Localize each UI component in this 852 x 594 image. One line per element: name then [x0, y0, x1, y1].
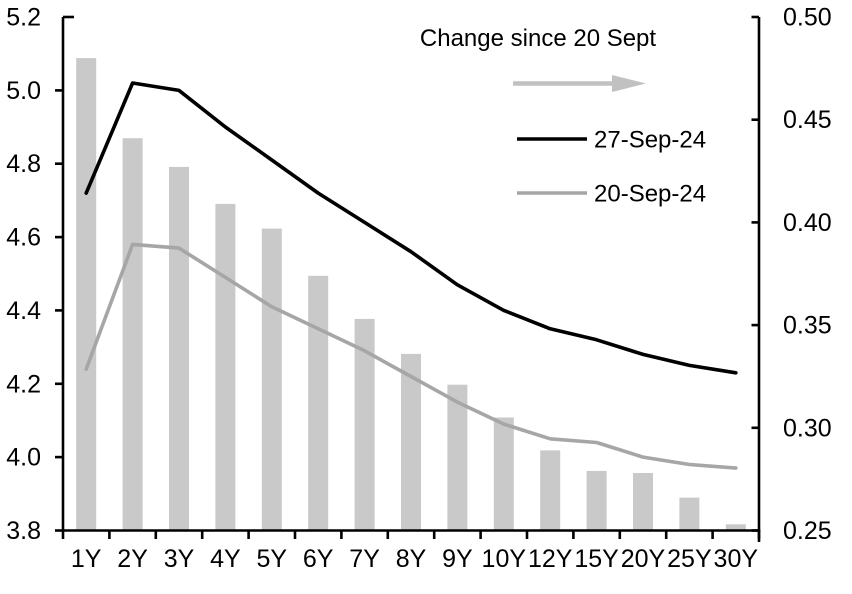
bar-change-2Y — [122, 138, 143, 531]
bar-change-8Y — [401, 353, 421, 531]
x-axis-label: 7Y — [349, 545, 380, 573]
line-27-sep-24 — [84, 81, 738, 375]
bar-change-3Y — [169, 166, 189, 531]
bar-change-5Y — [261, 228, 282, 531]
x-axis-label: 4Y — [210, 545, 241, 573]
x-axis-label: 5Y — [257, 545, 288, 573]
left-axis-tick-label: 5.2 — [6, 4, 41, 32]
legend-label-20-sep-24: 20-Sep-24 — [594, 181, 706, 208]
legend-title: Change since 20 Sept — [420, 25, 657, 52]
right-arrow-icon — [612, 75, 646, 92]
right-axis-tick-label: 0.25 — [783, 517, 832, 545]
x-axis-label: 9Y — [442, 545, 473, 573]
x-axis-label: 20Y — [621, 545, 666, 573]
bar-change-10Y — [493, 417, 514, 531]
left-axis-tick-label: 4.0 — [6, 444, 41, 472]
bar-change-20Y — [633, 473, 653, 531]
x-axis-label: 3Y — [164, 545, 195, 573]
right-axis-tick-label: 0.40 — [783, 209, 832, 237]
left-axis-tick-label: 5.0 — [6, 77, 41, 105]
bar-change-6Y — [308, 275, 329, 531]
left-axis-tick-label: 4.8 — [6, 150, 41, 178]
right-axis-tick-label: 0.35 — [783, 312, 832, 340]
bar-change-15Y — [586, 470, 607, 531]
bar-change-7Y — [354, 318, 375, 531]
x-axis-label: 30Y — [714, 545, 759, 573]
line-20-sep-24 — [84, 242, 738, 470]
right-axis-tick-label: 0.45 — [783, 106, 832, 134]
right-axis-tick-label: 0.50 — [783, 4, 832, 32]
bar-change-12Y — [540, 450, 561, 531]
x-axis-label: 15Y — [574, 545, 619, 573]
legend-label-27-sep-24: 27-Sep-24 — [594, 127, 706, 154]
x-axis-label: 10Y — [482, 545, 527, 573]
x-axis-label: 12Y — [528, 545, 573, 573]
right-axis-tick-label: 0.30 — [783, 414, 832, 442]
bar-change-25Y — [679, 497, 700, 531]
bar-change-1Y — [76, 58, 97, 531]
x-axis-label: 1Y — [71, 545, 102, 573]
bar-change-30Y — [725, 524, 746, 531]
left-axis-tick-label: 4.4 — [6, 297, 41, 325]
left-axis-tick-label: 3.8 — [6, 517, 41, 545]
x-axis-label: 25Y — [667, 545, 712, 573]
bar-change-9Y — [447, 384, 468, 531]
left-axis-tick-label: 4.2 — [6, 370, 41, 398]
x-axis-label: 2Y — [117, 545, 148, 573]
x-axis-label: 6Y — [303, 545, 334, 573]
left-axis-tick-label: 4.6 — [6, 224, 41, 252]
bar-change-4Y — [215, 203, 236, 531]
x-axis-label: 8Y — [396, 545, 427, 573]
